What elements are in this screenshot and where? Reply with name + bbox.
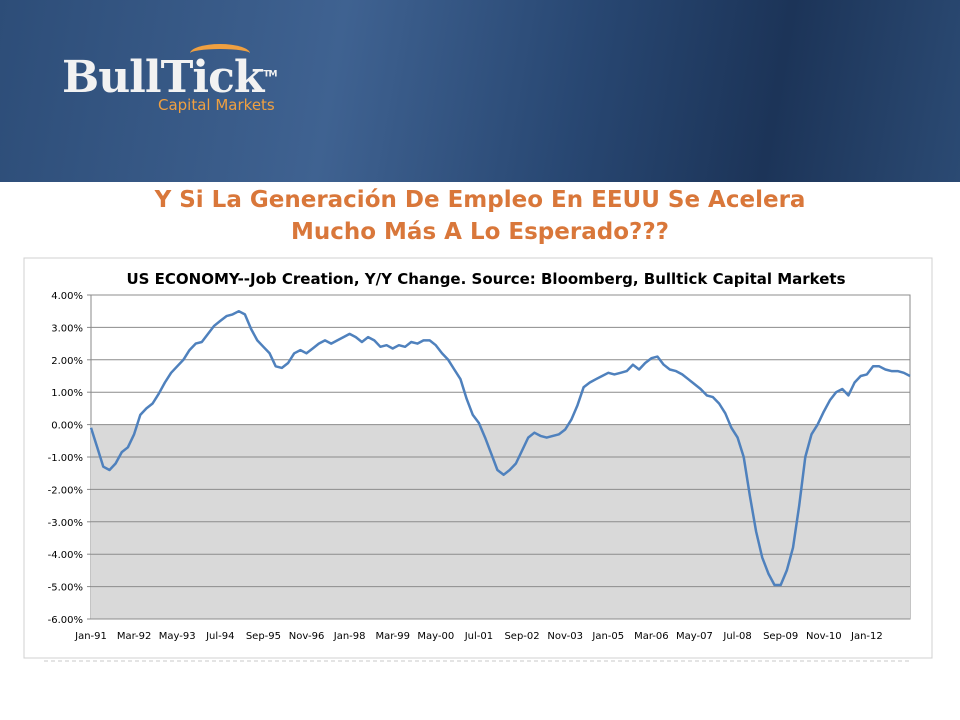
x-tick-label: Jul-94 <box>205 631 234 642</box>
y-tick-label: -5.00% <box>48 583 83 594</box>
title-line: Y Si La Generación De Empleo En EEUU Se … <box>154 187 806 213</box>
x-tick-label: Jul-01 <box>464 631 493 642</box>
x-tick-label: Sep-02 <box>504 631 539 642</box>
title-line: Mucho Más A Lo Esperado??? <box>290 219 670 245</box>
chart-title: US ECONOMY--Job Creation, Y/Y Change. So… <box>126 270 845 288</box>
y-tick-label: -6.00% <box>48 615 83 626</box>
x-tick-label: Jan-05 <box>591 631 624 642</box>
x-tick-label: Nov-96 <box>289 631 325 642</box>
x-tick-label: May-00 <box>417 631 454 642</box>
data-line <box>89 309 911 587</box>
y-tick-label: -1.00% <box>48 453 83 464</box>
x-tick-label: Mar-92 <box>117 631 152 642</box>
y-tick-label: -3.00% <box>48 518 83 529</box>
x-tick-label: Jan-98 <box>333 631 366 642</box>
x-tick-label: Mar-06 <box>634 631 669 642</box>
logo-swoosh <box>190 44 250 63</box>
x-tick-label: Nov-03 <box>547 631 583 642</box>
x-tick-label: Jul-08 <box>722 631 751 642</box>
y-tick-label: -2.00% <box>48 485 83 496</box>
x-tick-label: Jan-12 <box>850 631 883 642</box>
x-tick-label: Mar-99 <box>375 631 410 642</box>
logo-tagline: Capital Markets <box>158 96 275 114</box>
y-tick-label: -4.00% <box>48 550 83 561</box>
x-tick-label: Sep-95 <box>246 631 281 642</box>
y-tick-label: 0.00% <box>51 421 83 432</box>
x-tick-label: May-93 <box>159 631 196 642</box>
trademark: TM <box>263 69 277 80</box>
logo-text: BullTick <box>62 52 264 103</box>
logo-name: BullTickTM <box>62 52 277 103</box>
x-tick-label: Sep-09 <box>763 631 798 642</box>
x-tick-label: May-07 <box>676 631 713 642</box>
y-tick-label: 4.00% <box>51 291 83 302</box>
y-tick-label: 2.00% <box>51 356 83 367</box>
x-tick-label: Jan-91 <box>74 631 107 642</box>
y-tick-label: 3.00% <box>51 323 83 334</box>
x-tick-label: Nov-10 <box>806 631 842 642</box>
header-banner: BullTickTM Capital Markets <box>0 0 960 182</box>
slide-title: Y Si La Generación De Empleo En EEUU Se … <box>60 184 900 248</box>
y-tick-label: 1.00% <box>51 388 83 399</box>
